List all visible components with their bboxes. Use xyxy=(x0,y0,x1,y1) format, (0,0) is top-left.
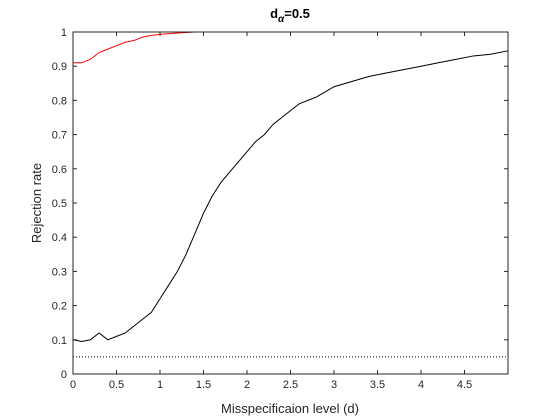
y-tick-label: 0.7 xyxy=(52,130,67,142)
y-tick-label: 0.1 xyxy=(52,335,67,347)
y-tick-label: 0.4 xyxy=(52,232,67,244)
x-tick-label: 0.5 xyxy=(109,379,124,391)
y-tick-label: 0.8 xyxy=(52,95,67,107)
x-tick-label: 2 xyxy=(244,379,250,391)
x-tick-label: 4 xyxy=(418,379,424,391)
y-tick-label: 0.5 xyxy=(52,198,67,210)
x-tick-label: 1.5 xyxy=(196,379,211,391)
x-tick-label: 4.5 xyxy=(457,379,472,391)
x-tick-label: 1 xyxy=(157,379,163,391)
y-tick-label: 0.2 xyxy=(52,301,67,313)
x-tick-label: 3 xyxy=(331,379,337,391)
y-tick-label: 0.9 xyxy=(52,61,67,73)
x-axis-label: Misspecificaion level (d) xyxy=(221,401,359,416)
y-axis-label: Rejection rate xyxy=(29,163,44,243)
x-tick-label: 0 xyxy=(70,379,76,391)
y-tick-label: 0.6 xyxy=(52,164,67,176)
y-tick-label: 0.3 xyxy=(52,266,67,278)
x-tick-label: 3.5 xyxy=(370,379,385,391)
y-tick-label: 1 xyxy=(61,27,67,39)
y-tick-label: 0 xyxy=(61,369,67,381)
x-tick-label: 2.5 xyxy=(283,379,298,391)
chart-title-value: =0.5 xyxy=(284,6,310,21)
